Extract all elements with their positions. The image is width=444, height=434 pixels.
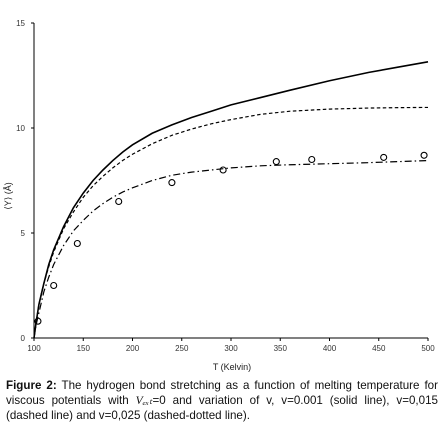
series-layer	[33, 61, 429, 339]
y-axis-title: ⟨Y⟩ (Å)	[3, 182, 13, 210]
data-point-marker	[219, 166, 227, 174]
x-axis-title: T (Kelvin)	[213, 362, 251, 372]
series-line-dash-dot	[33, 159, 429, 339]
data-point-marker	[50, 281, 58, 290]
x-tick-label: 350	[274, 344, 288, 353]
data-point-marker	[272, 158, 280, 166]
y-tick-label: 0	[21, 334, 26, 343]
x-tick-label: 500	[421, 344, 435, 353]
data-point-marker	[308, 155, 316, 164]
series-line-dashed	[33, 106, 429, 339]
data-point-marker	[380, 153, 388, 161]
caption-text-before: The hydrogen bond stretching as a functi…	[6, 379, 438, 407]
caption-label: Figure 2:	[6, 379, 57, 392]
y-tick-label: 5	[21, 229, 26, 238]
x-tick-label: 450	[372, 344, 386, 353]
figure-caption: Figure 2: The hydrogen bond stretching a…	[6, 378, 438, 423]
x-tick-label: 200	[126, 344, 140, 353]
data-point-marker	[420, 151, 428, 159]
x-tick-label: 150	[77, 344, 91, 353]
data-point-marker	[168, 179, 176, 187]
caption-symbol: Vₑₓₜ	[135, 394, 153, 407]
data-point-marker	[73, 239, 81, 248]
series-line-solid	[33, 61, 429, 339]
caption-text-after: =0 and variation of v, v=0.001 (solid li…	[6, 394, 438, 422]
y-tick-label: 15	[16, 19, 25, 28]
marker-layer	[34, 151, 428, 325]
plot-area: 100 150 200 250 300 350 400 450 500 0 5 10 15	[16, 19, 435, 353]
chart: 100 150 200 250 300 350 400 450 500 0 5 10 15 T (Ke…	[3, 19, 435, 372]
y-tick-label: 10	[16, 124, 25, 133]
x-tick-label: 300	[224, 344, 238, 353]
data-point-marker	[115, 197, 123, 206]
x-tick-label: 100	[27, 344, 41, 353]
x-ticks: 100 150 200 250 300 350 400 450 500	[27, 338, 435, 353]
x-tick-label: 250	[175, 344, 189, 353]
y-ticks: 0 5 10 15	[16, 19, 34, 343]
x-tick-label: 400	[323, 344, 337, 353]
data-point-marker	[34, 317, 42, 325]
